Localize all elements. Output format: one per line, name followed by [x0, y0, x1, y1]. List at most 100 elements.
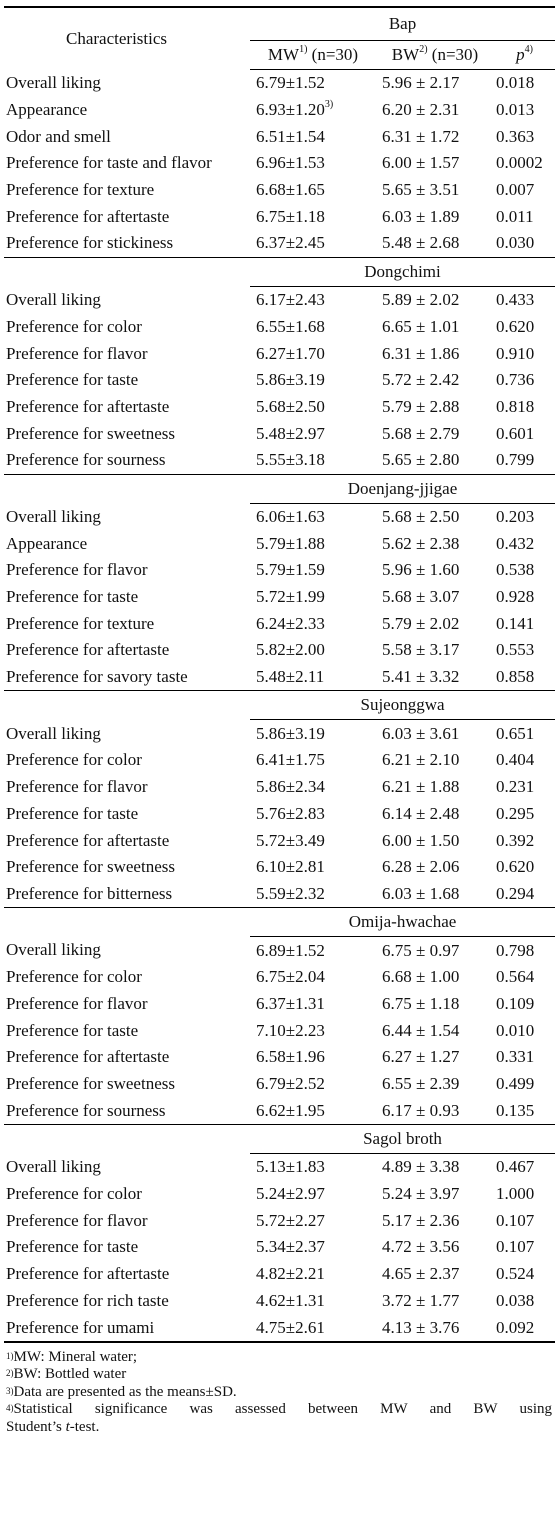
bw-value-cell: 6.31 ± 1.72 [382, 126, 460, 146]
mw-value-cell: 5.86±3.19 [256, 723, 325, 743]
footnotes: 1)MW: Mineral water; 2)BW: Bottled water… [4, 1349, 555, 1437]
p-value-cell: 0.107 [496, 1210, 535, 1230]
section-header-row: Dongchimi [4, 256, 556, 287]
subheader-row: MW1) (n=30) BW2) (n=30) p4) [4, 40, 556, 70]
table-row: Preference for flavor 6.37±1.31 6.75 ± 1.1… [4, 991, 555, 1018]
characteristic-cell: Preference for taste [6, 803, 139, 823]
mw-value-cell: 6.06±1.63 [256, 506, 325, 526]
p-value-cell: 0.092 [494, 1314, 556, 1343]
p-value-cell: 0.553 [496, 640, 535, 660]
p-value-cell: 0.432 [496, 533, 535, 553]
table-body: Overall liking 6.79±1.52 5.96 ± 2.17 0.018 A… [4, 70, 556, 1343]
table-row: Preference for taste 5.86±3.19 5.72 ± 2.42… [4, 367, 555, 394]
table-row: Appearance 5.79±1.88 5.62 ± 2.38 0.432 [4, 530, 555, 557]
characteristic-cell: Overall liking [6, 289, 101, 309]
characteristic-cell: Preference for bitterness [6, 883, 173, 903]
bw-value-cell: 6.00 ± 1.50 [382, 830, 460, 850]
p-value-cell: 0.858 [496, 667, 535, 687]
characteristic-cell: Preference for color [6, 967, 142, 987]
bw-value-cell: 5.68 ± 3.07 [382, 587, 460, 607]
table-row: Preference for color 6.75±2.04 6.68 ± 1.00… [4, 964, 555, 991]
characteristic-cell: Preference for aftertaste [6, 1264, 170, 1284]
mw-value-cell: 6.96±1.53 [256, 153, 325, 173]
p-value-cell: 0.363 [496, 126, 535, 146]
characteristic-cell: Preference for texture [6, 613, 155, 633]
bw-value-cell: 5.68 ± 2.50 [382, 506, 460, 526]
table-row: Appearance 6.93±1.203) 6.20 ± 2.31 0.013 [4, 97, 555, 124]
bw-value-cell: 6.75 ± 0.97 [382, 940, 460, 960]
table-row: Preference for sourness 5.55±3.18 5.65 ± 2… [4, 447, 555, 474]
characteristic-cell: Preference for taste and flavor [6, 153, 212, 173]
table-container: Characteristics Bap MW1) (n=30) BW2) (n=… [4, 0, 556, 1437]
mw-value-cell: 5.24±2.97 [256, 1184, 325, 1204]
characteristic-cell: Preference for color [6, 316, 142, 336]
table-row: Overall liking 6.79±1.52 5.96 ± 2.17 0.018 [4, 70, 555, 97]
p-value-cell: 0.141 [496, 613, 535, 633]
bw-value-cell: 6.65 ± 1.01 [382, 316, 460, 336]
section-header-spacer [4, 907, 250, 937]
bw-value-cell: 5.65 ± 3.51 [382, 180, 460, 200]
section-header: Sujeonggwa [250, 690, 556, 721]
table-row: Preference for aftertaste 5.68±2.50 5.79 ±… [4, 394, 555, 421]
bw-value-cell: 5.24 ± 3.97 [382, 1184, 460, 1204]
p-value-cell: 0.018 [496, 73, 535, 93]
p-value-cell: 1.000 [496, 1184, 535, 1204]
p-value-cell: 0.467 [496, 1157, 535, 1177]
characteristic-cell: Preference for taste [6, 587, 139, 607]
bw-value-cell: 6.03 ± 1.68 [382, 883, 460, 903]
mw-value-cell: 5.48±2.11 [256, 667, 325, 687]
bw-value-cell: 3.72 ± 1.77 [382, 1290, 460, 1310]
p-value-cell: 0.798 [496, 940, 535, 960]
table-row: Preference for flavor 5.79±1.59 5.96 ± 1.6… [4, 557, 555, 584]
table-row: Preference for taste and flavor 6.96±1.53… [4, 150, 555, 177]
p-value-cell: 0.499 [496, 1074, 535, 1094]
p-value-cell: 0.910 [496, 343, 535, 363]
characteristic-cell: Preference for texture [6, 180, 155, 200]
characteristic-cell: Preference for stickiness [6, 233, 174, 253]
p-value-cell: 0.524 [496, 1264, 535, 1284]
table-row: Preference for flavor 5.72±2.27 5.17 ± 2.3… [4, 1207, 555, 1234]
table-row: Preference for umami 4.75±2.61 4.13 ± 3.76… [4, 1314, 556, 1343]
sensory-table: Characteristics Bap MW1) (n=30) BW2) (n=… [4, 6, 556, 1343]
bw-value-cell: 5.65 ± 2.80 [382, 450, 460, 470]
mw-value-cell: 6.68±1.65 [256, 180, 325, 200]
table-row: Preference for stickiness 6.37±2.45 5.48 ±… [4, 230, 555, 257]
p-value-cell: 0.601 [496, 423, 535, 443]
bw-value-cell: 5.89 ± 2.02 [382, 290, 460, 310]
p-value-cell: 0.651 [496, 723, 535, 743]
table-row: Overall liking 5.86±3.19 6.03 ± 3.61 0.651 [4, 720, 555, 747]
characteristics-header: Characteristics [66, 28, 168, 48]
mw-header: MW1) (n=30) [250, 40, 376, 70]
characteristic-cell: Preference for rich taste [6, 1290, 169, 1310]
mw-value-cell: 5.76±2.83 [256, 803, 325, 823]
table-row: Preference for aftertaste 5.82±2.00 5.58 ±… [4, 637, 555, 664]
section-header-spacer [4, 1124, 250, 1154]
footnote-2: 2)BW: Bottled water [6, 1366, 127, 1383]
p-value-cell: 0.013 [496, 100, 535, 120]
bw-value-cell: 6.21 ± 2.10 [382, 750, 460, 770]
mw-value-cell: 5.13±1.83 [256, 1157, 325, 1177]
p-value-cell: 0.010 [496, 1020, 535, 1040]
p-value-cell: 0.538 [496, 560, 535, 580]
p-value-cell: 0.007 [496, 180, 535, 200]
bw-value-cell: 4.13 ± 3.76 [376, 1314, 494, 1343]
characteristic-cell: Preference for color [6, 1184, 142, 1204]
p-value-cell: 0.736 [496, 370, 535, 390]
mw-value-cell: 6.10±2.81 [256, 857, 325, 877]
table-row: Preference for flavor 6.27±1.70 6.31 ± 1.8… [4, 340, 555, 367]
characteristic-cell: Overall liking [6, 506, 101, 526]
p-value-cell: 0.295 [496, 803, 535, 823]
table-row: Preference for texture 6.68±1.65 5.65 ± 3.… [4, 177, 555, 204]
mw-value-cell: 5.86±2.34 [256, 777, 325, 797]
characteristic-cell: Preference for flavor [6, 1210, 148, 1230]
mw-value-cell: 5.86±3.19 [256, 370, 325, 390]
bw-value-cell: 4.89 ± 3.38 [382, 1157, 460, 1177]
mw-value-cell: 6.55±1.68 [256, 316, 325, 336]
table-row: Overall liking 6.06±1.63 5.68 ± 2.50 0.203 [4, 503, 555, 530]
table-row: Preference for color 6.41±1.75 6.21 ± 2.10… [4, 747, 555, 774]
p-value-cell: 0.620 [496, 857, 535, 877]
characteristic-cell: Preference for taste [6, 1020, 139, 1040]
footnote-4-line1: 4)Statistical significance was assessed … [6, 1401, 552, 1418]
mw-value-cell: 5.72±1.99 [256, 587, 325, 607]
mw-value-cell: 4.82±2.21 [256, 1264, 325, 1284]
